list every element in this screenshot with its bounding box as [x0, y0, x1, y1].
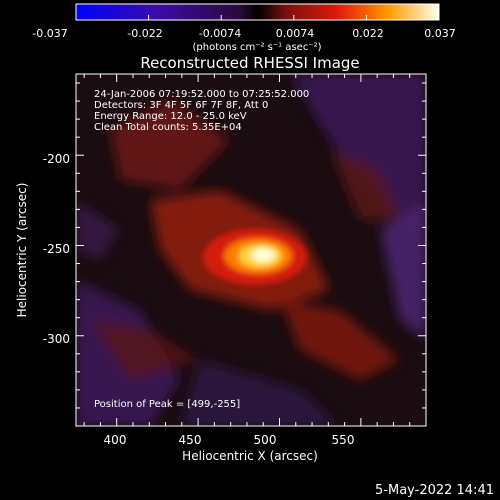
colorbar: -0.037 -0.022 -0.0074 0.0074 0.022 0.037… [32, 3, 456, 53]
x-tick-label: 450 [179, 433, 202, 447]
source-peak [251, 248, 275, 262]
annotation-clean-counts: Clean Total counts: 5.35E+04 [94, 122, 242, 133]
plot-frame [75, 73, 427, 427]
y-tick-label: -250 [43, 242, 70, 256]
axis-ticks [76, 74, 427, 426]
annotation-energy-range: Energy Range: 12.0 - 25.0 keV [94, 111, 247, 122]
colorbar-tick-label: 0.022 [352, 27, 384, 40]
y-tick-label: -300 [43, 332, 70, 346]
positive-ridge [90, 320, 200, 380]
negative-lobe [380, 200, 426, 340]
colorbar-tick-label: -0.037 [32, 27, 67, 40]
annotation-detectors: Detectors: 3F 4F 5F 6F 7F 8F, Att 0 [94, 100, 268, 111]
colorbar-gradient [75, 3, 440, 21]
colorbar-tick-label: -0.022 [127, 27, 162, 40]
negative-lobe [76, 200, 120, 260]
x-axis-label: Heliocentric X (arcsec) [182, 449, 318, 463]
y-axis-label: Heliocentric Y (arcsec) [15, 183, 29, 318]
x-tick-label: 400 [104, 433, 127, 447]
x-tick-label: 500 [254, 433, 277, 447]
colorbar-unit-label: (photons cm⁻² s⁻¹ asec⁻²) [192, 42, 321, 53]
colorbar-ticks [75, 15, 440, 20]
positive-ridge [110, 100, 230, 190]
x-tick-label: 550 [332, 433, 355, 447]
heatmap-image [76, 74, 426, 426]
colorbar-tick-label: 0.037 [424, 27, 456, 40]
colorbar-tick-label: -0.0074 [199, 27, 241, 40]
negative-lobe [180, 360, 340, 426]
chart-title: Reconstructed RHESSI Image [140, 54, 359, 72]
positive-ridge [330, 150, 400, 220]
peak-position-label: Position of Peak = [499,-255] [94, 399, 240, 410]
colorbar-tick-label: 0.0074 [276, 27, 315, 40]
plot-timestamp: 5-May-2022 14:41 [375, 483, 494, 498]
positive-ridge [280, 300, 400, 380]
negative-lobe [290, 74, 426, 240]
annotation-time-range: 24-Jan-2006 07:19:52.000 to 07:25:52.000 [94, 89, 309, 100]
y-tick-label: -200 [43, 152, 70, 166]
